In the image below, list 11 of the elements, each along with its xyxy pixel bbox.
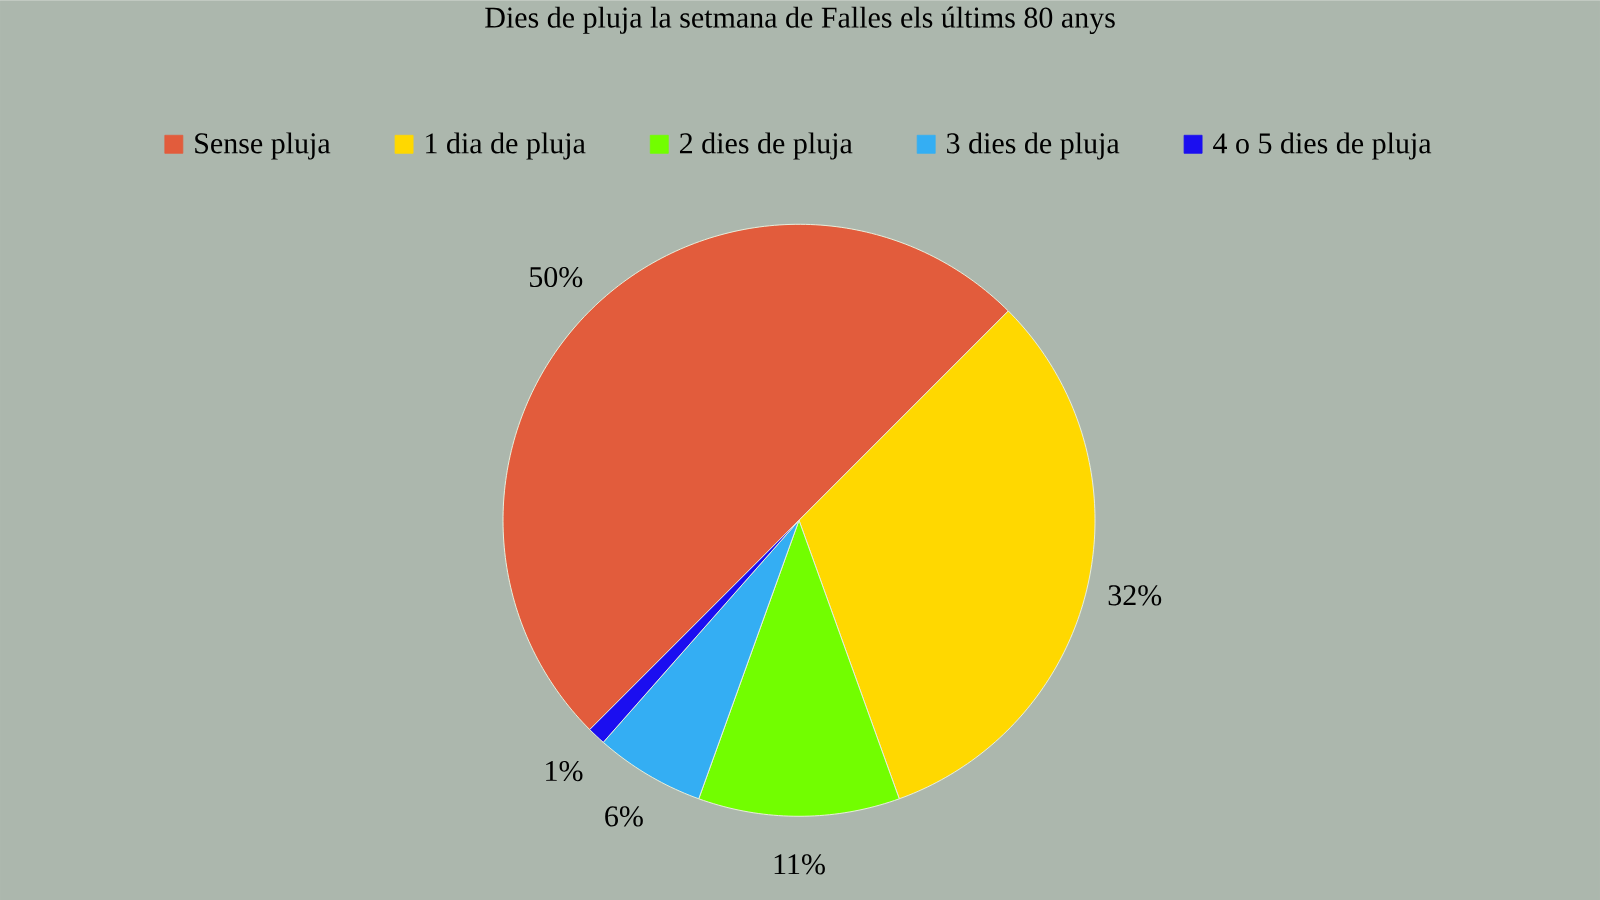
legend-label: 1 dia de pluja — [426, 132, 586, 160]
data-label: 1% — [546, 760, 583, 782]
data-label: 6% — [605, 806, 643, 827]
data-label: 32% — [1108, 585, 1162, 606]
legend-label: 3 dies de pluja — [947, 132, 1120, 160]
chart-title: Dies de pluja la setmana de Falles els últims 80 anys — [485, 6, 1115, 34]
legend-label: Sense pluja — [195, 132, 331, 160]
legend-label: 2 dies de pluja — [679, 132, 853, 160]
data-label: 11% — [774, 854, 825, 875]
legend-label: 4 o 5 dies de pluja — [1213, 132, 1432, 160]
data-label: 50% — [530, 266, 583, 288]
